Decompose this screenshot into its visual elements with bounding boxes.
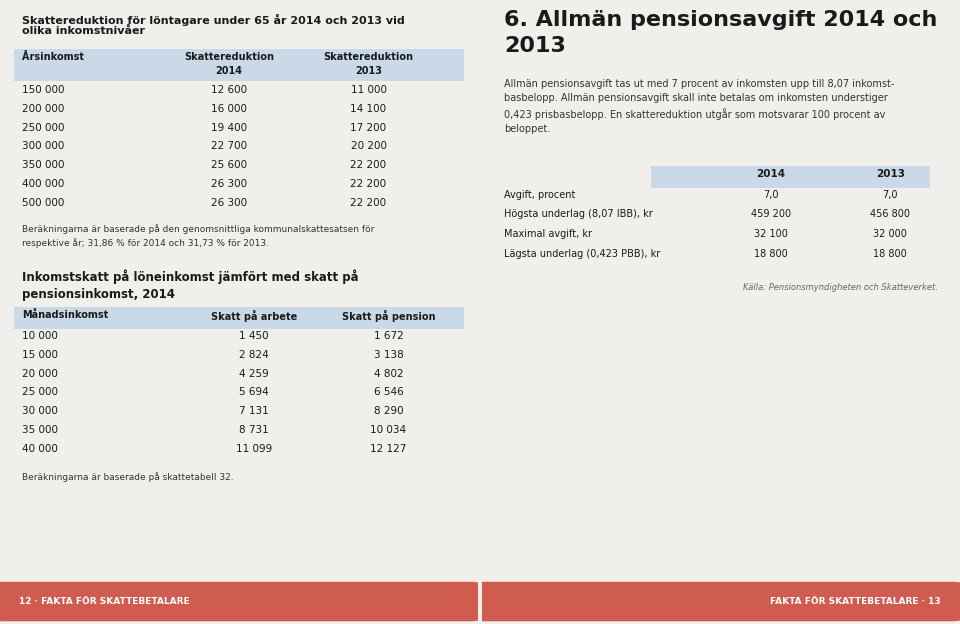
Text: Skatt på arbete: Skatt på arbete (211, 310, 297, 323)
Text: 12 127: 12 127 (371, 444, 407, 454)
Text: Högsta underlag (8,07 IBB), kr: Högsta underlag (8,07 IBB), kr (504, 210, 653, 220)
Text: 19 400: 19 400 (211, 122, 247, 132)
Text: 25 600: 25 600 (211, 160, 247, 170)
Bar (651, 166, 930, 188)
Text: 2013: 2013 (504, 36, 565, 56)
Text: 18 800: 18 800 (874, 249, 907, 259)
Text: 8 290: 8 290 (373, 406, 403, 416)
Text: 300 000: 300 000 (22, 141, 64, 151)
Text: 20 200: 20 200 (350, 141, 387, 151)
Text: 10 000: 10 000 (22, 331, 58, 341)
Text: 26 300: 26 300 (211, 179, 247, 189)
Text: 40 000: 40 000 (22, 444, 58, 454)
Text: 1 450: 1 450 (239, 331, 269, 341)
Text: 32 100: 32 100 (754, 229, 788, 239)
Text: Inkomstskatt på löneinkomst jämfört med skatt på
pensionsinkomst, 2014: Inkomstskatt på löneinkomst jämfört med … (22, 270, 358, 301)
Text: 12 600: 12 600 (211, 85, 247, 95)
Text: 7,0: 7,0 (882, 190, 898, 200)
FancyBboxPatch shape (477, 582, 960, 622)
Text: Skattereduktion för löntagare under 65 år 2014 och 2013 vid: Skattereduktion för löntagare under 65 å… (22, 14, 405, 26)
Text: FAKTA FÖR SKATTEBETALARE · 13: FAKTA FÖR SKATTEBETALARE · 13 (770, 597, 941, 606)
Text: 459 200: 459 200 (751, 210, 791, 220)
Text: 22 200: 22 200 (350, 160, 387, 170)
Text: 26 300: 26 300 (211, 198, 247, 208)
Text: 2013: 2013 (355, 66, 382, 76)
Text: 35 000: 35 000 (22, 425, 58, 435)
Bar (14, 308, 464, 329)
Text: 2013: 2013 (876, 169, 904, 179)
Text: Skatt på pension: Skatt på pension (342, 310, 435, 323)
Text: 456 800: 456 800 (871, 210, 910, 220)
Text: olika inkomstnivåer: olika inkomstnivåer (22, 26, 145, 36)
Text: 20 000: 20 000 (22, 369, 58, 379)
Text: 1 672: 1 672 (373, 331, 403, 341)
Text: Maximal avgift, kr: Maximal avgift, kr (504, 229, 591, 239)
Text: Årsinkomst: Årsinkomst (22, 52, 84, 62)
Text: 4 802: 4 802 (373, 369, 403, 379)
Text: 7 131: 7 131 (239, 406, 269, 416)
Text: 5 694: 5 694 (239, 388, 269, 397)
Text: 250 000: 250 000 (22, 122, 64, 132)
Text: Skattereduktion: Skattereduktion (324, 52, 414, 62)
Text: 11 099: 11 099 (236, 444, 272, 454)
Text: 350 000: 350 000 (22, 160, 64, 170)
Text: 2014: 2014 (216, 66, 243, 76)
Text: 200 000: 200 000 (22, 104, 64, 114)
Text: 22 200: 22 200 (350, 179, 387, 189)
Text: 15 000: 15 000 (22, 350, 58, 360)
Text: Beräkningarna är baserade på den genomsnittliga kommunalskattesatsen för
respekt: Beräkningarna är baserade på den genomsn… (22, 224, 374, 248)
Text: 18 800: 18 800 (754, 249, 787, 259)
Text: 25 000: 25 000 (22, 388, 58, 397)
Text: 2014: 2014 (756, 169, 785, 179)
Text: 22 200: 22 200 (350, 198, 387, 208)
Text: Allmän pensionsavgift tas ut med 7 procent av inkomsten upp till 8,07 inkomst-
b: Allmän pensionsavgift tas ut med 7 proce… (504, 79, 894, 134)
Text: 3 138: 3 138 (373, 350, 403, 360)
Text: 30 000: 30 000 (22, 406, 58, 416)
Text: 400 000: 400 000 (22, 179, 64, 189)
Bar (14, 49, 464, 81)
Text: 6. Allmän pensionsavgift 2014 och: 6. Allmän pensionsavgift 2014 och (504, 10, 937, 30)
Text: Lägsta underlag (0,423 PBB), kr: Lägsta underlag (0,423 PBB), kr (504, 249, 660, 259)
Text: Beräkningarna är baserade på skattetabell 32.: Beräkningarna är baserade på skattetabel… (22, 472, 233, 482)
Text: 22 700: 22 700 (211, 141, 247, 151)
Text: 12 · FAKTA FÖR SKATTEBETALARE: 12 · FAKTA FÖR SKATTEBETALARE (19, 597, 190, 606)
Text: 150 000: 150 000 (22, 85, 64, 95)
Text: 8 731: 8 731 (239, 425, 269, 435)
Text: 500 000: 500 000 (22, 198, 64, 208)
Text: 7,0: 7,0 (763, 190, 779, 200)
Text: Månadsinkomst: Månadsinkomst (22, 310, 108, 320)
Text: 10 034: 10 034 (371, 425, 406, 435)
Text: Skattereduktion: Skattereduktion (184, 52, 275, 62)
Text: 17 200: 17 200 (350, 122, 387, 132)
Text: 11 000: 11 000 (350, 85, 387, 95)
FancyBboxPatch shape (0, 582, 478, 622)
Text: Källa: Pensionsmyndigheten och Skatteverket.: Källa: Pensionsmyndigheten och Skattever… (743, 283, 938, 291)
Text: Avgift, procent: Avgift, procent (504, 190, 575, 200)
Text: 14 100: 14 100 (350, 104, 387, 114)
Text: 4 259: 4 259 (239, 369, 269, 379)
Text: 16 000: 16 000 (211, 104, 247, 114)
Text: 2 824: 2 824 (239, 350, 269, 360)
Text: 32 000: 32 000 (874, 229, 907, 239)
Text: 6 546: 6 546 (373, 388, 403, 397)
